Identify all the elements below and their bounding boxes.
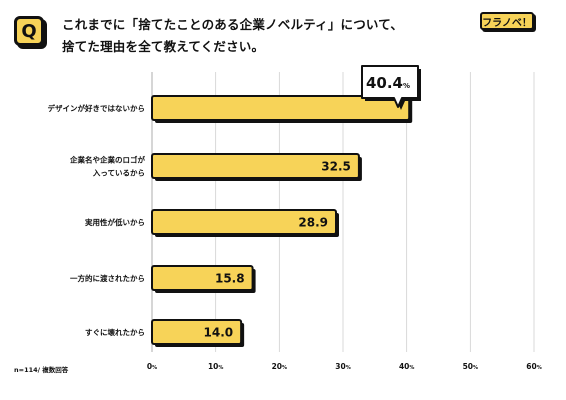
category-label: デザインが好きではないから xyxy=(48,103,146,113)
x-tick-label: 60% xyxy=(526,362,541,371)
title-line-2: 捨てた理由を全て教えてください。 xyxy=(62,39,265,54)
category-label: 入っているから xyxy=(92,169,145,178)
title-line-1: これまでに「捨てたことのある企業ノベルティ」について、 xyxy=(62,17,404,32)
sample-note: n=114/ 複数回答 xyxy=(14,366,69,374)
x-tick-label: 40% xyxy=(399,362,414,371)
x-tick-label: 10% xyxy=(208,362,223,371)
category-label: 一方的に渡されたから xyxy=(70,273,145,283)
category-label: すぐに壊れたから xyxy=(85,327,145,337)
x-tick-label: 50% xyxy=(463,362,478,371)
bar xyxy=(151,265,254,291)
category-label: 実用性が低いから xyxy=(85,217,145,227)
x-tick-label: 0% xyxy=(147,362,157,371)
callout-bubble xyxy=(361,65,419,108)
x-tick-label: 30% xyxy=(335,362,350,371)
chart-title: これまでに「捨てたことのある企業ノベルティ」について、 捨てた理由を全て教えてく… xyxy=(62,14,403,58)
value-label: 28.9 xyxy=(298,216,328,230)
value-label-highlight: 40.4% xyxy=(366,74,410,92)
brand-logo: フラノベ！ xyxy=(480,12,534,30)
bar xyxy=(151,319,243,345)
value-label: 15.8 xyxy=(215,272,245,286)
bar xyxy=(151,153,360,179)
category-label: 企業名や企業のロゴが xyxy=(69,155,145,165)
value-label: 14.0 xyxy=(204,326,234,340)
value-label: 32.5 xyxy=(321,160,351,174)
question-badge: Q xyxy=(14,16,44,46)
bar xyxy=(151,95,411,121)
bar xyxy=(151,209,337,235)
x-tick-label: 20% xyxy=(272,362,287,371)
